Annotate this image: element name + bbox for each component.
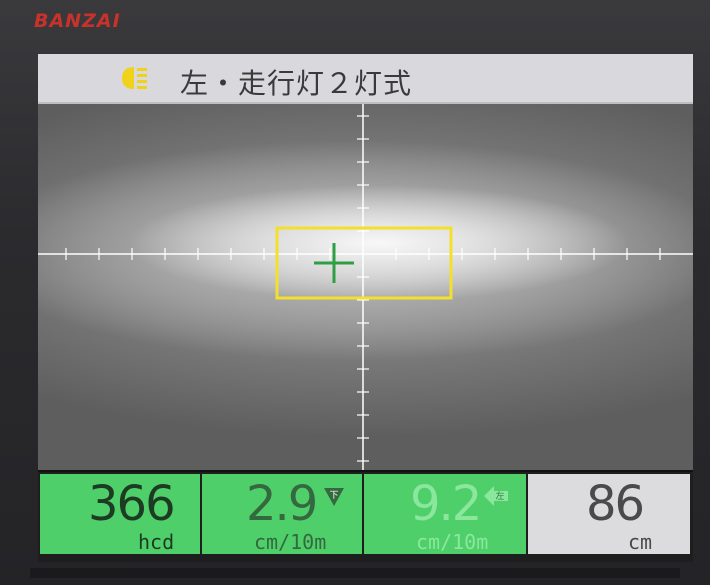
vertical-deviation-value: 2.9 xyxy=(246,476,318,532)
horizontal-deviation-readout: 9.2 左 cm/10m xyxy=(364,474,526,554)
down-arrow-icon: 下 xyxy=(322,484,346,508)
page-title: 左・走行灯２灯式 xyxy=(180,67,413,100)
center-crosshair xyxy=(314,243,354,283)
height-unit: cm xyxy=(628,530,653,554)
beam-pattern-view xyxy=(38,104,693,470)
brand-logo: BANZAI xyxy=(34,10,121,32)
bezel-bottom-edge xyxy=(30,568,680,578)
tester-screen: 左・走行灯２灯式 366 hcd 2.9 xyxy=(38,54,693,562)
intensity-value: 366 xyxy=(88,476,176,532)
vertical-deviation-readout: 2.9 下 cm/10m xyxy=(202,474,362,554)
direction-label-down: 下 xyxy=(329,491,338,501)
vertical-deviation-unit: cm/10m xyxy=(254,530,327,554)
height-readout: 86 cm xyxy=(528,474,690,554)
axis-lines xyxy=(38,104,693,470)
horizontal-deviation-value: 9.2 xyxy=(410,476,482,532)
intensity-unit: hcd xyxy=(138,530,175,554)
luminous-intensity-readout: 366 hcd xyxy=(40,474,200,554)
target-box xyxy=(275,226,453,300)
height-value: 86 xyxy=(586,476,645,532)
readout-bar: 366 hcd 2.9 下 cm/10m 9.2 左 xyxy=(38,472,693,562)
horizontal-deviation-unit: cm/10m xyxy=(416,530,489,554)
left-arrow-icon: 左 xyxy=(482,484,508,508)
axis-ticks xyxy=(65,115,661,462)
direction-label-left: 左 xyxy=(495,490,504,502)
title-bar: 左・走行灯２灯式 xyxy=(38,54,693,104)
headlamp-icon xyxy=(120,65,150,91)
